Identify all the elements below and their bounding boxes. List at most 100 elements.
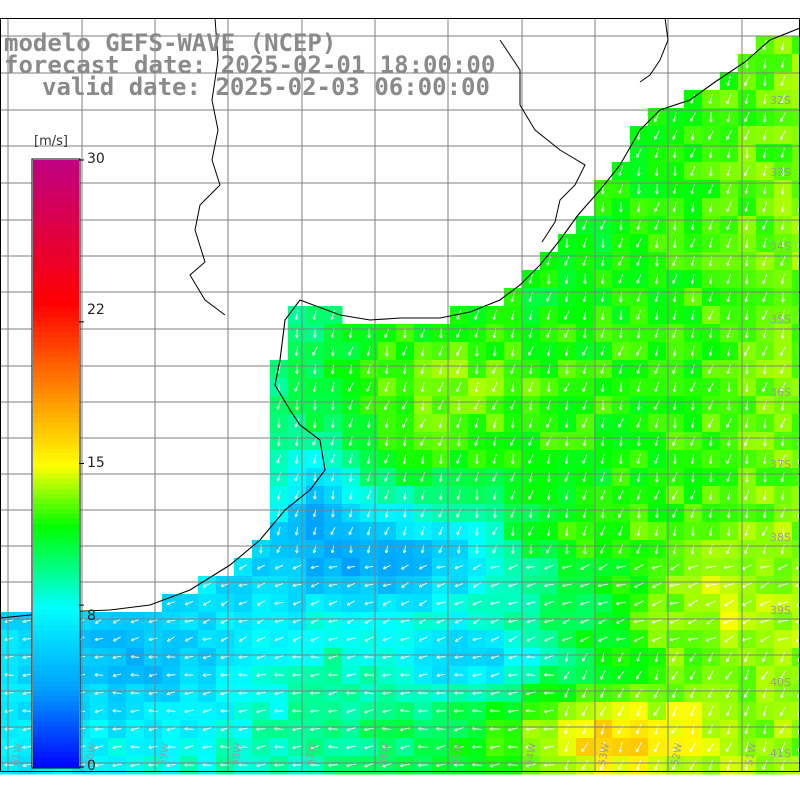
wind-arrow [672,130,678,141]
wind-arrow [436,744,446,750]
wind-arrow [546,292,552,302]
wind-arrow [366,382,372,392]
wind-arrow [636,219,641,231]
wind-arrow [762,93,767,105]
wind-arrow [708,688,714,698]
wind-arrow [328,655,338,660]
colorbar-segment [33,392,79,399]
wind-arrow [618,706,624,717]
wind-arrow [294,310,299,320]
wind-arrow [600,309,605,321]
wind-arrow [564,256,570,266]
wind-arrow [507,762,519,767]
wind-arrow [256,600,266,606]
colorbar-segment [33,605,79,611]
wind-cell [792,180,800,199]
wind-arrow [780,327,785,339]
wind-arrow [418,691,428,695]
wind-arrow [726,256,732,267]
wind-arrow [762,417,767,429]
wind-arrow [130,709,140,714]
wind-arrow [654,292,659,303]
wind-arrow [526,672,536,677]
wind-arrow [780,742,786,753]
wind-arrow [310,600,320,606]
wind-arrow [418,618,428,624]
wind-arrow [618,688,624,698]
wind-arrow [561,565,572,570]
wind-arrow [582,688,588,699]
wind-arrow [564,328,570,339]
wind-arrow [292,763,302,767]
wind-arrow [22,709,32,713]
wind-arrow [654,346,659,357]
wind-arrow [672,381,677,393]
wind-arrow [456,310,462,321]
colorbar-segment [33,165,79,171]
wind-arrow [256,636,266,642]
wind-arrow [4,691,14,696]
wind-arrow [330,418,335,429]
wind-arrow [690,184,695,195]
wind-arrow [618,652,624,662]
wind-arrow [417,744,428,749]
wind-arrow [474,328,479,339]
wind-arrow [436,582,446,588]
wind-arrow [745,147,749,159]
wind-arrow [777,619,789,624]
wind-arrow [328,691,338,696]
wind-arrow [744,93,749,105]
colorbar-segment [33,245,79,252]
wind-arrow [256,655,266,660]
wind-arrow [328,619,338,624]
colorbar-segment [33,423,79,429]
wind-arrow [762,57,767,69]
wind-arrow [420,328,426,338]
wind-arrow [238,655,248,660]
wind-arrow [490,691,500,696]
wind-arrow [616,618,626,624]
wind-arrow [726,418,732,428]
wind-arrow [726,759,731,771]
wind-arrow [561,601,572,606]
wind-arrow [472,564,481,570]
wind-arrow [435,763,446,768]
wind-arrow [418,636,428,642]
colorbar-segment [33,655,79,662]
wind-arrow [292,727,302,732]
wind-arrow [762,310,768,320]
wind-arrow [418,709,428,713]
wind-arrow [543,619,554,624]
wind-arrow [581,760,589,770]
wind-arrow [708,219,713,231]
wind-arrow [654,202,660,212]
wind-arrow [564,382,570,392]
wind-arrow [238,673,248,677]
colorbar-segment [33,483,79,490]
colorbar-segment [33,534,79,541]
wind-arrow [94,655,104,660]
wind-arrow [726,723,731,735]
colorbar-segment [33,564,79,571]
wind-arrow [528,346,534,356]
wind-arrow [312,310,317,320]
wind-arrow [634,582,644,588]
wind-arrow [708,453,713,465]
wind-arrow [619,381,623,393]
wind-arrow [672,741,677,753]
wind-arrow [363,727,374,732]
colorbar-segment [33,514,79,520]
wind-arrow [382,564,391,570]
wind-arrow [456,346,462,357]
wind-arrow [489,763,500,768]
wind-cell [792,54,800,73]
colorbar-segment [33,251,79,257]
wind-arrow [708,525,713,537]
wind-arrow [348,418,354,428]
wind-arrow [328,763,338,768]
wind-arrow [708,273,713,285]
wind-arrow [525,691,536,696]
wind-arrow [508,636,518,643]
longitude-label: 56W [377,742,392,766]
wind-arrow [725,670,733,680]
